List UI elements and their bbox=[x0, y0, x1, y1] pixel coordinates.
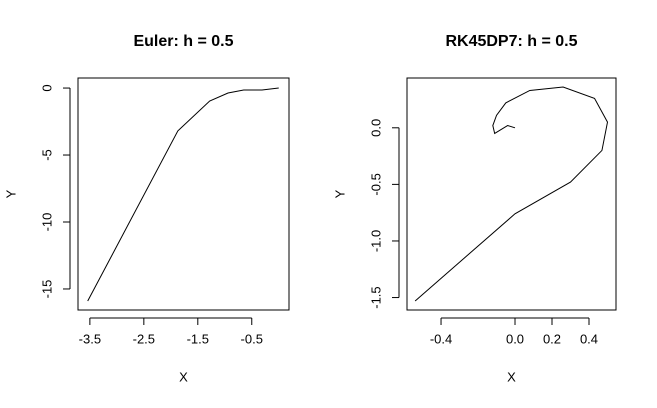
plot-frame bbox=[77, 77, 290, 311]
y-tick-label: -0.5 bbox=[368, 173, 383, 195]
y-tick-label: 0.0 bbox=[368, 119, 383, 137]
x-tick-label: 0.4 bbox=[580, 331, 598, 346]
plot-frame bbox=[406, 77, 617, 311]
y-tick-label: 0 bbox=[39, 84, 54, 91]
x-tick-label: -1.5 bbox=[187, 331, 209, 346]
x-axis-label: X bbox=[179, 369, 188, 384]
x-tick-label: -0.4 bbox=[430, 331, 452, 346]
y-axis-label: Y bbox=[332, 189, 347, 198]
data-line bbox=[87, 87, 279, 302]
y-axis-label: Y bbox=[3, 189, 18, 198]
chart-title: Euler: h = 0.5 bbox=[133, 33, 233, 50]
data-line bbox=[414, 86, 609, 302]
chart-title: RK45DP7: h = 0.5 bbox=[445, 33, 577, 50]
x-tick-label: -2.5 bbox=[133, 331, 155, 346]
x-axis-label: X bbox=[507, 369, 516, 384]
y-tick-label: -1.0 bbox=[368, 230, 383, 252]
x-tick-label: -0.5 bbox=[241, 331, 263, 346]
y-tick-label: -15 bbox=[39, 280, 54, 299]
x-tick-label: 0.0 bbox=[506, 331, 524, 346]
y-tick-label: -1.5 bbox=[368, 286, 383, 308]
y-tick-label: -5 bbox=[39, 149, 54, 161]
y-tick-label: -10 bbox=[39, 213, 54, 232]
x-tick-label: -3.5 bbox=[79, 331, 101, 346]
x-tick-label: 0.2 bbox=[543, 331, 561, 346]
